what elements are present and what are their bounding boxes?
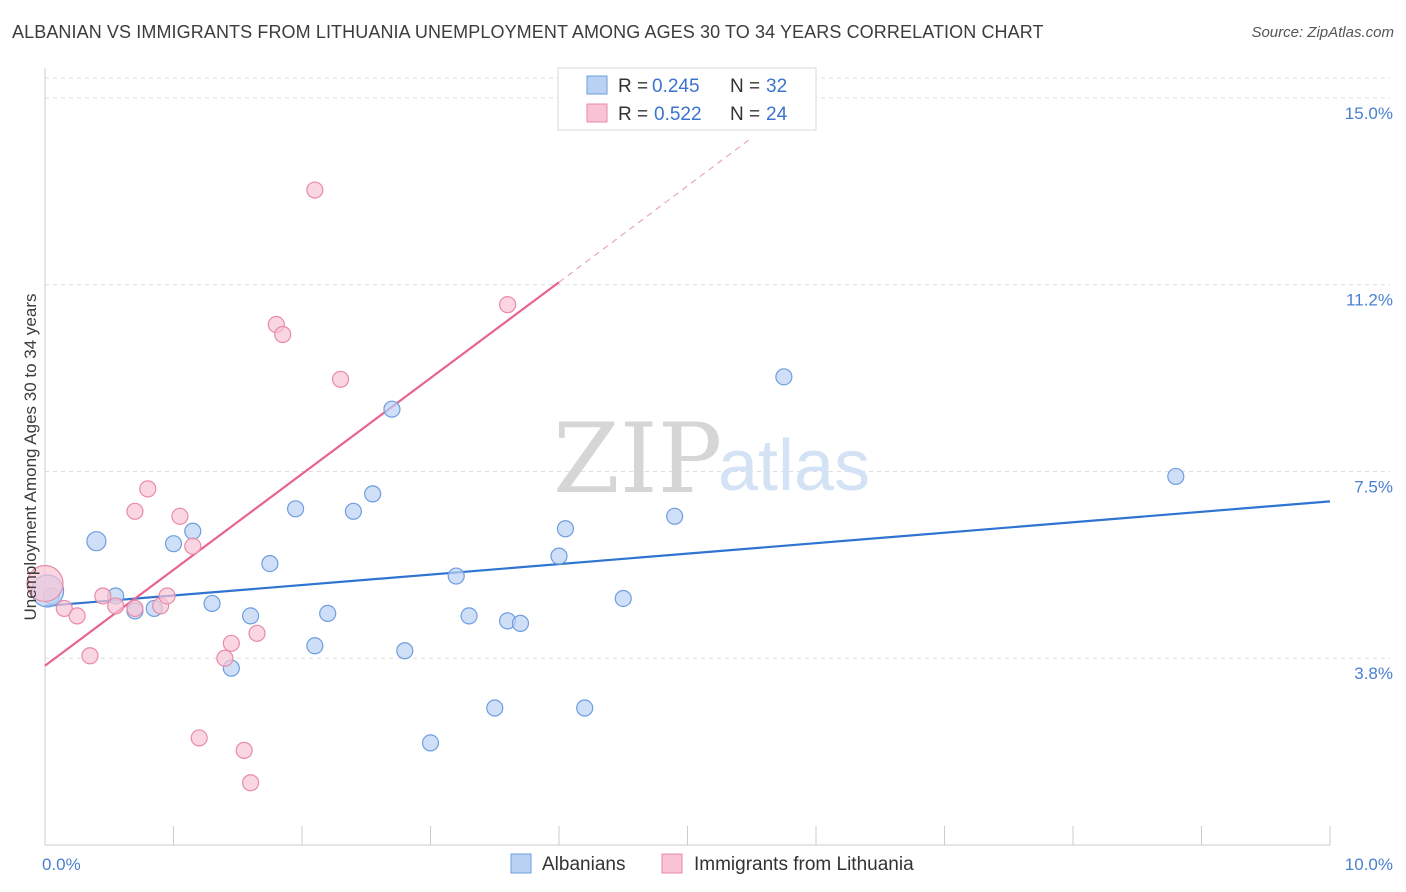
point-lithuania: [306, 181, 324, 199]
point-albanians: [184, 522, 202, 540]
trend-line-lithuania-extension: [558, 137, 753, 283]
series-legend-swatch-albanians: [510, 853, 532, 874]
point-lithuania: [499, 296, 517, 314]
legend-n-label-1: N =: [730, 76, 760, 97]
point-lithuania: [26, 564, 64, 603]
point-lithuania: [216, 649, 234, 667]
point-albanians: [556, 520, 575, 538]
point-lithuania: [81, 647, 99, 665]
point-albanians: [319, 604, 337, 623]
point-albanians: [383, 400, 401, 418]
series-legend: Albanians Immigrants from Lithuania: [510, 853, 914, 875]
legend-r-value-2: 0.522: [654, 104, 702, 125]
point-albanians: [86, 531, 107, 552]
point-albanians: [614, 589, 632, 608]
point-lithuania: [55, 599, 73, 618]
point-lithuania: [126, 502, 144, 520]
point-albanians: [576, 699, 594, 717]
point-lithuania: [171, 507, 189, 525]
point-albanians: [511, 614, 530, 632]
point-lithuania: [242, 774, 260, 792]
legend-n-label-2: N =: [730, 104, 760, 125]
series-legend-label-lithuania: Immigrants from Lithuania: [694, 854, 914, 875]
series-legend-label-albanians: Albanians: [542, 854, 625, 875]
legend-r-value-1: 0.245: [652, 76, 700, 97]
legend-r-label-2: R =: [618, 104, 648, 125]
point-lithuania: [139, 480, 157, 498]
axes: [44, 68, 1331, 846]
point-albanians: [666, 507, 684, 525]
data-points: [26, 181, 1185, 792]
point-albanians: [286, 500, 305, 518]
point-albanians: [421, 734, 440, 752]
point-lithuania: [248, 624, 266, 642]
point-albanians: [164, 535, 183, 553]
point-lithuania: [126, 599, 144, 618]
point-albanians: [396, 642, 414, 660]
point-lithuania: [184, 537, 202, 555]
x-tick-label: 0.0%: [42, 855, 81, 874]
point-albanians: [364, 485, 382, 503]
watermark-zip: ZIP: [553, 403, 722, 515]
point-lithuania: [94, 587, 112, 605]
point-lithuania: [107, 597, 125, 615]
point-lithuania: [274, 325, 292, 344]
point-lithuania: [68, 607, 86, 625]
point-albanians: [242, 607, 260, 625]
y-axis-title: Unemployment Among Ages 30 to 34 years: [21, 294, 40, 621]
legend-swatch-blue: [586, 75, 608, 95]
point-albanians: [550, 547, 568, 565]
point-lithuania: [190, 729, 208, 747]
trend-line-albanians: [44, 500, 1331, 608]
chart-title: ALBANIAN VS IMMIGRANTS FROM LITHUANIA UN…: [12, 22, 1044, 42]
legend-n-value-1: 32: [766, 76, 787, 97]
point-albanians: [447, 567, 465, 585]
tick-labels: 3.8% 7.5% 11.2% 15.0% 0.0% 10.0%: [42, 104, 1393, 874]
y-tick-label: 11.2%: [1346, 291, 1393, 310]
legend-swatch-pink: [586, 103, 608, 123]
point-lithuania: [331, 370, 350, 388]
source-note: Source: ZipAtlas.com: [1251, 24, 1394, 41]
correlation-legend: R = 0.245 N = 32 R = 0.522 N = 24: [557, 67, 817, 131]
series-legend-swatch-lithuania: [661, 853, 683, 874]
legend-n-value-2: 24: [766, 104, 788, 125]
point-albanians: [775, 368, 793, 386]
point-albanians: [261, 555, 279, 573]
y-tick-label: 15.0%: [1345, 104, 1393, 123]
point-albanians: [460, 607, 478, 625]
point-albanians: [344, 502, 362, 520]
y-tick-label: 3.8%: [1354, 664, 1393, 683]
x-tick-label: 10.0%: [1345, 855, 1393, 874]
point-albanians: [203, 594, 221, 613]
point-albanians: [1167, 467, 1185, 486]
point-lithuania: [222, 634, 240, 652]
trend-lines: [44, 137, 1331, 667]
watermark-atlas: atlas: [718, 426, 870, 506]
point-lithuania: [158, 587, 176, 605]
point-lithuania: [235, 741, 253, 759]
legend-r-label-1: R =: [618, 76, 648, 97]
y-tick-label: 7.5%: [1354, 477, 1393, 496]
grid-lines: [45, 77, 1390, 659]
point-albanians: [486, 699, 504, 717]
point-albanians: [306, 637, 324, 655]
watermark: ZIP atlas: [553, 403, 870, 515]
